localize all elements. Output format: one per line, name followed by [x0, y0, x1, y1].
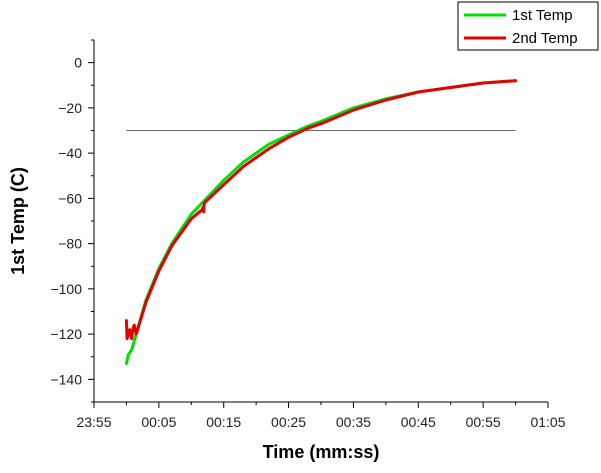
x-tick-label: 00:25	[271, 414, 306, 430]
x-tick-label: 00:55	[466, 414, 501, 430]
y-tick-label: −120	[50, 326, 82, 342]
y-tick-label: −40	[58, 145, 82, 161]
y-tick-label: 0	[74, 55, 82, 71]
x-tick-label: 00:05	[141, 414, 176, 430]
legend-box	[457, 1, 599, 51]
legend: 1st Temp 2nd Temp	[457, 1, 599, 51]
x-axis-ticks: 23:55 00:05 00:15 00:25 00:35 00:45 00:55 01:05	[76, 402, 566, 430]
x-tick-label: 23:55	[76, 414, 111, 430]
legend-label-2nd-temp: 2nd Temp	[512, 30, 578, 47]
y-tick-label: −20	[58, 100, 82, 116]
plot-area: 23:55 00:05 00:15 00:25 00:35 00:45 00:55 01:05…	[50, 39, 566, 430]
y-tick-label: −80	[58, 236, 82, 252]
x-axis-title: Time (mm:ss)	[263, 442, 380, 462]
y-axis-ticks: 0 −20 −40 −60 −80 −100 −120 −140	[50, 39, 94, 403]
y-tick-label: −60	[58, 190, 82, 206]
x-tick-label: 00:15	[206, 414, 241, 430]
series-lines	[124, 79, 518, 365]
x-tick-label: 00:35	[336, 414, 371, 430]
x-tick-label: 01:05	[530, 414, 565, 430]
y-tick-label: −140	[50, 371, 82, 387]
series-line-2	[124, 79, 518, 341]
y-tick-label: −100	[50, 281, 82, 297]
y-axis-title: 1st Temp (C)	[8, 167, 28, 275]
legend-label-1st-temp: 1st Temp	[512, 7, 573, 24]
x-tick-label: 00:45	[401, 414, 436, 430]
